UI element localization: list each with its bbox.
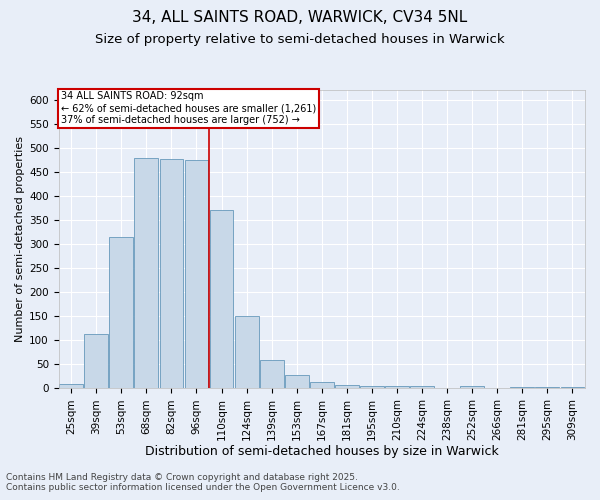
Bar — [385, 386, 409, 388]
Bar — [360, 386, 384, 388]
Y-axis label: Number of semi-detached properties: Number of semi-detached properties — [15, 136, 25, 342]
Bar — [235, 316, 259, 388]
Bar — [310, 382, 334, 388]
Bar — [185, 160, 208, 388]
Bar — [134, 158, 158, 388]
Text: Contains HM Land Registry data © Crown copyright and database right 2025.
Contai: Contains HM Land Registry data © Crown c… — [6, 473, 400, 492]
Bar — [209, 210, 233, 388]
Text: Size of property relative to semi-detached houses in Warwick: Size of property relative to semi-detach… — [95, 32, 505, 46]
Bar — [109, 237, 133, 388]
Bar — [560, 387, 584, 388]
Text: 34, ALL SAINTS ROAD, WARWICK, CV34 5NL: 34, ALL SAINTS ROAD, WARWICK, CV34 5NL — [133, 10, 467, 25]
Bar — [535, 387, 559, 388]
Bar — [285, 375, 308, 388]
Bar — [59, 384, 83, 388]
Bar — [260, 360, 284, 388]
X-axis label: Distribution of semi-detached houses by size in Warwick: Distribution of semi-detached houses by … — [145, 444, 499, 458]
Text: 34 ALL SAINTS ROAD: 92sqm
← 62% of semi-detached houses are smaller (1,261)
37% : 34 ALL SAINTS ROAD: 92sqm ← 62% of semi-… — [61, 92, 317, 124]
Bar — [460, 386, 484, 388]
Bar — [335, 384, 359, 388]
Bar — [511, 387, 534, 388]
Bar — [160, 159, 184, 388]
Bar — [85, 334, 108, 388]
Bar — [410, 386, 434, 388]
